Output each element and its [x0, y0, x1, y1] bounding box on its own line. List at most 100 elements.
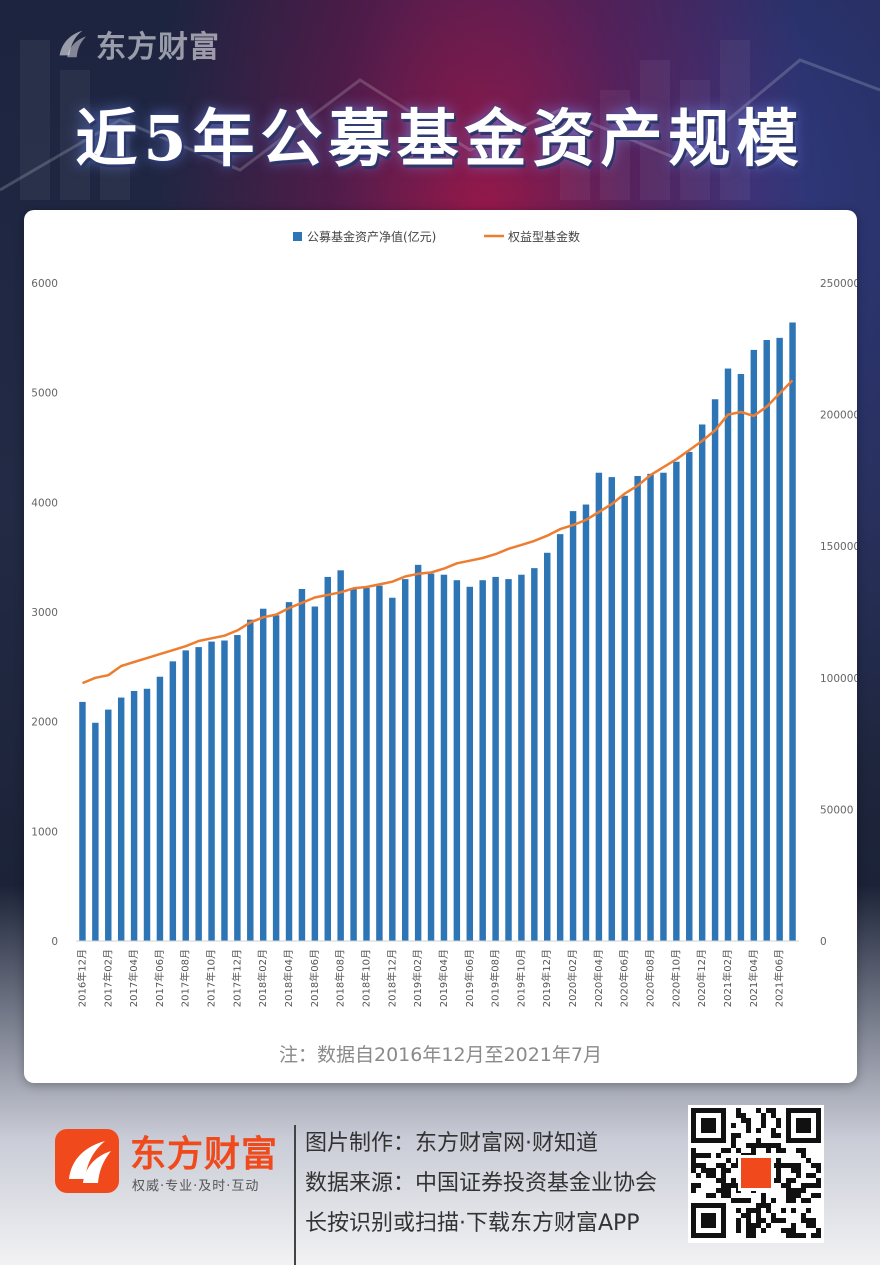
bar [427, 573, 435, 941]
bar [298, 588, 306, 941]
footer-brand: 东方财富 [130, 1134, 279, 1175]
bar [492, 576, 499, 941]
bar [453, 580, 461, 941]
chart-note: 注：数据自2016年12月至2021年7月 [279, 1044, 602, 1066]
bar [634, 476, 641, 941]
legend-bar-swatch [293, 232, 302, 241]
bar [259, 608, 267, 941]
x-tick-label: 2019年06月 [463, 949, 476, 1007]
bar [156, 676, 164, 941]
x-tick-label: 2017年06月 [153, 949, 166, 1007]
x-tick-label: 2020年06月 [618, 949, 631, 1007]
y-right-tick-label: 200000 [820, 410, 857, 422]
qr-code[interactable] [688, 1105, 824, 1243]
x-tick-label: 2021年06月 [773, 949, 786, 1007]
brand-logo-icon [59, 30, 87, 58]
x-tick-label: 2017年08月 [179, 949, 192, 1007]
bar [479, 580, 486, 941]
bar [711, 399, 719, 941]
bar [350, 588, 357, 941]
bar [195, 647, 202, 941]
bar [544, 552, 551, 941]
y-left-tick-label: 5000 [31, 388, 58, 400]
x-tick-label: 2017年10月 [205, 949, 218, 1007]
y-left-tick-label: 2000 [31, 717, 58, 729]
bar [79, 701, 86, 941]
bar [505, 579, 512, 941]
bar [440, 574, 448, 941]
bar [686, 451, 693, 941]
bar [324, 576, 331, 941]
bar [182, 650, 189, 941]
footer-divider [294, 1125, 296, 1265]
bar [311, 606, 319, 941]
x-tick-label: 2018年08月 [334, 949, 347, 1007]
bar [130, 690, 138, 941]
legend-bar-label: 公募基金资产净值(亿元) [307, 229, 436, 244]
bar [531, 568, 538, 941]
bar [582, 504, 590, 941]
x-tick-label: 2018年10月 [359, 949, 372, 1007]
page-title: 近5年公募基金资产规模 [75, 102, 805, 175]
x-tick-label: 2019年04月 [437, 949, 450, 1007]
y-right-tick-label: 150000 [820, 541, 857, 553]
bar [221, 640, 228, 941]
bar [724, 368, 732, 941]
y-left-tick-label: 6000 [31, 278, 58, 290]
x-tick-label: 2019年02月 [411, 949, 424, 1007]
x-tick-label: 2019年10月 [514, 949, 527, 1007]
y-left-tick-label: 4000 [31, 497, 58, 509]
y-left-tick-label: 0 [51, 936, 58, 948]
bar [389, 597, 396, 941]
bar [466, 586, 474, 941]
x-tick-label: 2017年02月 [101, 949, 114, 1007]
bar [750, 349, 758, 941]
x-tick-label: 2021年04月 [747, 949, 760, 1007]
bar [595, 472, 603, 941]
legend-line-label: 权益型基金数 [508, 229, 580, 244]
bar [660, 472, 667, 941]
y-right-tick-label: 250000 [820, 278, 857, 290]
bar [737, 374, 745, 941]
bar [208, 641, 215, 941]
y-right-tick-label: 100000 [820, 673, 857, 685]
brand-header: 东方财富 [52, 22, 220, 66]
x-tick-label: 2018年06月 [308, 949, 321, 1007]
y-left-tick-label: 3000 [31, 607, 58, 619]
y-left-tick-label: 1000 [31, 826, 58, 838]
bar [117, 697, 125, 941]
bar [556, 534, 564, 941]
bar [376, 585, 383, 941]
bar [247, 619, 254, 941]
x-tick-label: 2020年08月 [644, 949, 657, 1007]
bar [647, 473, 654, 941]
footer-download[interactable]: 长按识别或扫描·下载东方财富APP [305, 1211, 640, 1236]
footer: 东方财富 权威·专业·及时·互动 图片制作：东方财富网·财知道 数据来源：中国证… [0, 1095, 880, 1265]
bar [414, 564, 422, 941]
x-tick-label: 2018年02月 [256, 949, 269, 1007]
bar [105, 709, 112, 941]
bar [698, 424, 706, 942]
bar [621, 495, 628, 941]
footer-credit: 图片制作：东方财富网·财知道 [305, 1131, 598, 1156]
y-right-tick-label: 0 [820, 936, 827, 948]
bar [789, 322, 796, 942]
bar [608, 477, 616, 941]
x-tick-label: 2017年04月 [127, 949, 140, 1007]
x-tick-label: 2020年04月 [592, 949, 605, 1007]
bar [763, 340, 770, 941]
bar [518, 574, 525, 941]
bar [169, 661, 177, 941]
x-tick-label: 2018年04月 [282, 949, 295, 1007]
bar [363, 587, 370, 941]
x-tick-label: 2020年10月 [669, 949, 682, 1007]
x-tick-label: 2021年02月 [721, 949, 734, 1007]
brand-top-text: 东方财富 [96, 30, 220, 65]
bar [285, 602, 293, 941]
footer-slogan: 权威·专业·及时·互动 [132, 1179, 260, 1194]
chart-card: 公募基金资产净值(亿元) 权益型基金数 0 1000 2000 3000 4000 5000 6… [24, 210, 857, 1083]
y-right-tick-label: 50000 [820, 804, 853, 816]
footer-source: 数据来源：中国证券投资基金业协会 [305, 1171, 658, 1196]
x-tick-label: 2019年08月 [489, 949, 502, 1007]
bar [234, 635, 241, 941]
